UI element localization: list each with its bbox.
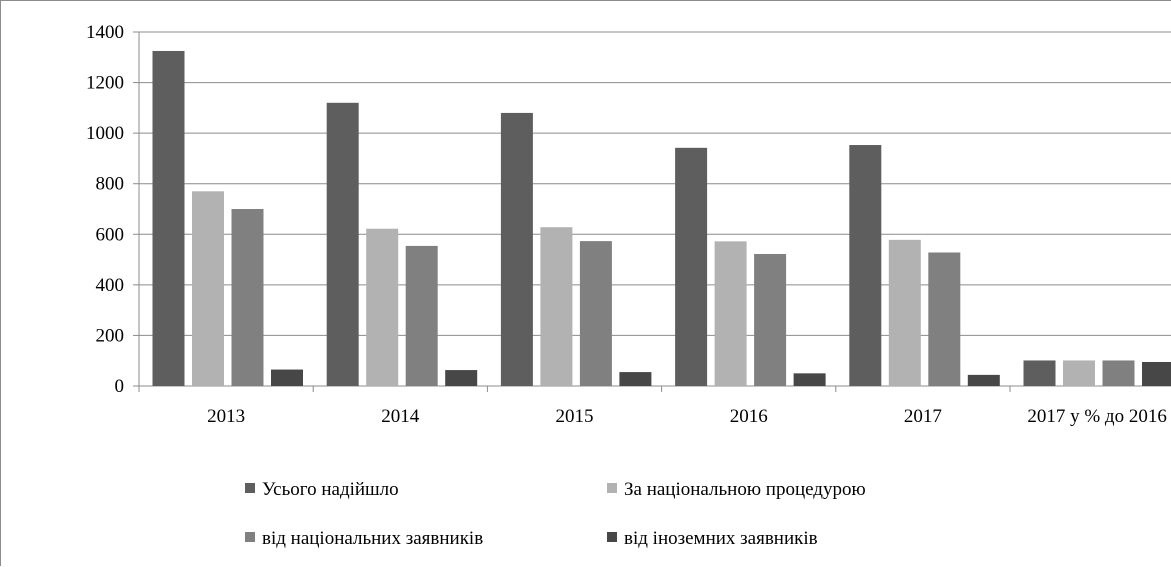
- legend-swatch-4: [607, 532, 617, 542]
- bar-4-2: [445, 370, 478, 386]
- bar-4-3: [619, 372, 652, 386]
- x-category-label: 2017: [904, 406, 942, 427]
- bar-2-2: [366, 228, 399, 386]
- y-tick-label: 1400: [86, 22, 124, 43]
- x-category-label: 2014: [381, 406, 420, 427]
- legend-label-3: від національних заявників: [262, 528, 483, 549]
- bar-1-6: [1023, 360, 1056, 386]
- bar-1-3: [500, 112, 533, 387]
- legend-label-2: За національною процедурою: [624, 479, 866, 500]
- bar-1-4: [675, 147, 708, 386]
- y-tick-label: 200: [96, 325, 125, 346]
- bar-2-3: [540, 227, 573, 386]
- bar-3-4: [754, 254, 787, 386]
- bar-2-4: [714, 241, 747, 386]
- legend-swatch-1: [245, 483, 255, 493]
- bar-3-2: [405, 245, 438, 386]
- bar-2-1: [192, 191, 224, 386]
- x-category-label: 2016: [730, 406, 768, 427]
- y-tick-label: 600: [96, 224, 125, 245]
- bar-3-6: [1102, 360, 1135, 386]
- y-tick-label: 1000: [86, 123, 124, 144]
- bar-1-5: [849, 145, 882, 386]
- legend-swatch-3: [245, 532, 255, 542]
- bar-1-2: [326, 102, 359, 387]
- bar-4-4: [793, 373, 826, 386]
- y-tick-label: 800: [96, 174, 125, 195]
- x-category-label: 2017 у % до 2016: [1027, 406, 1167, 427]
- bar-4-1: [271, 369, 303, 386]
- bar-2-6: [1063, 360, 1095, 386]
- bar-1-1: [152, 50, 185, 386]
- y-tick-label: 0: [115, 376, 125, 397]
- bar-3-1: [231, 209, 264, 386]
- legend-label-4: від іноземних заявників: [624, 528, 818, 549]
- bar-3-5: [928, 252, 961, 386]
- x-category-label: 2015: [556, 406, 594, 427]
- legend-label-1: Усього надійшло: [262, 479, 399, 500]
- bar-4-5: [967, 374, 1000, 386]
- bar-3-3: [579, 241, 612, 386]
- bar-2-5: [888, 239, 921, 386]
- y-tick-label: 400: [96, 275, 125, 296]
- bar-4-6: [1142, 361, 1171, 386]
- y-tick-label: 1200: [86, 73, 124, 94]
- x-category-label: 2013: [207, 406, 245, 427]
- legend-swatch-2: [607, 483, 617, 493]
